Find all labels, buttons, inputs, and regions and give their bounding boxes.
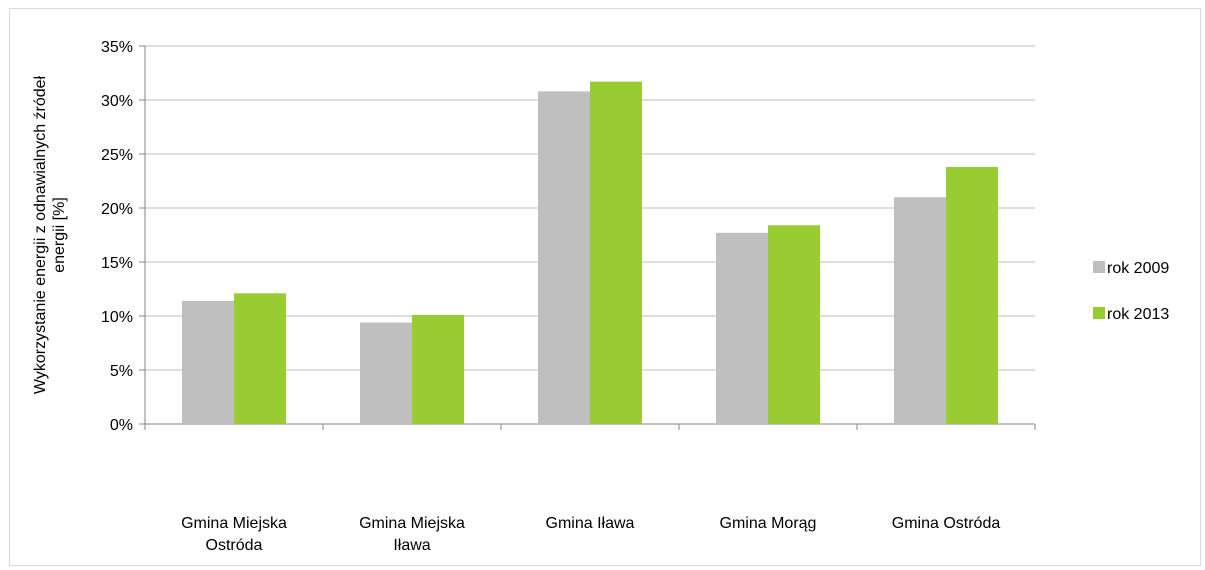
x-category-label: Gmina Morąg bbox=[720, 515, 817, 532]
bar-rok-2013-1 bbox=[412, 314, 464, 424]
legend-swatch bbox=[1093, 261, 1105, 273]
bar-rok-2013-3 bbox=[768, 225, 820, 424]
x-category-label: Gmina Ostróda bbox=[892, 515, 1001, 532]
x-category-label: Gmina Miejska Ostróda bbox=[181, 515, 287, 554]
bar-rok-2009-2 bbox=[538, 91, 590, 425]
bar-rok-2009-4 bbox=[894, 197, 946, 424]
y-axis-title: Wykorzystanie energii z odnawialnych źró… bbox=[32, 75, 68, 394]
y-tick-label: 5% bbox=[110, 363, 133, 380]
x-category-label: Gmina Miejska Iława bbox=[359, 515, 465, 554]
y-tick-label: 25% bbox=[101, 147, 133, 164]
x-category-label: Gmina Iława bbox=[546, 515, 635, 532]
y-tick-label: 0% bbox=[110, 417, 133, 434]
y-tick-label: 15% bbox=[101, 255, 133, 272]
y-tick-label: 10% bbox=[101, 309, 133, 326]
bar-rok-2013-4 bbox=[946, 166, 998, 424]
bar-rok-2013-2 bbox=[590, 81, 642, 424]
bar-rok-2009-1 bbox=[360, 322, 412, 424]
y-tick-label: 20% bbox=[101, 201, 133, 218]
legend-swatch bbox=[1093, 307, 1105, 319]
legend-label: rok 2009 bbox=[1107, 260, 1169, 277]
bar-rok-2009-3 bbox=[716, 232, 768, 424]
bar-rok-2009-0 bbox=[182, 300, 234, 424]
y-tick-label: 35% bbox=[101, 39, 133, 56]
bar-rok-2013-0 bbox=[234, 293, 286, 424]
legend-label: rok 2013 bbox=[1107, 306, 1169, 323]
y-tick-label: 30% bbox=[101, 93, 133, 110]
